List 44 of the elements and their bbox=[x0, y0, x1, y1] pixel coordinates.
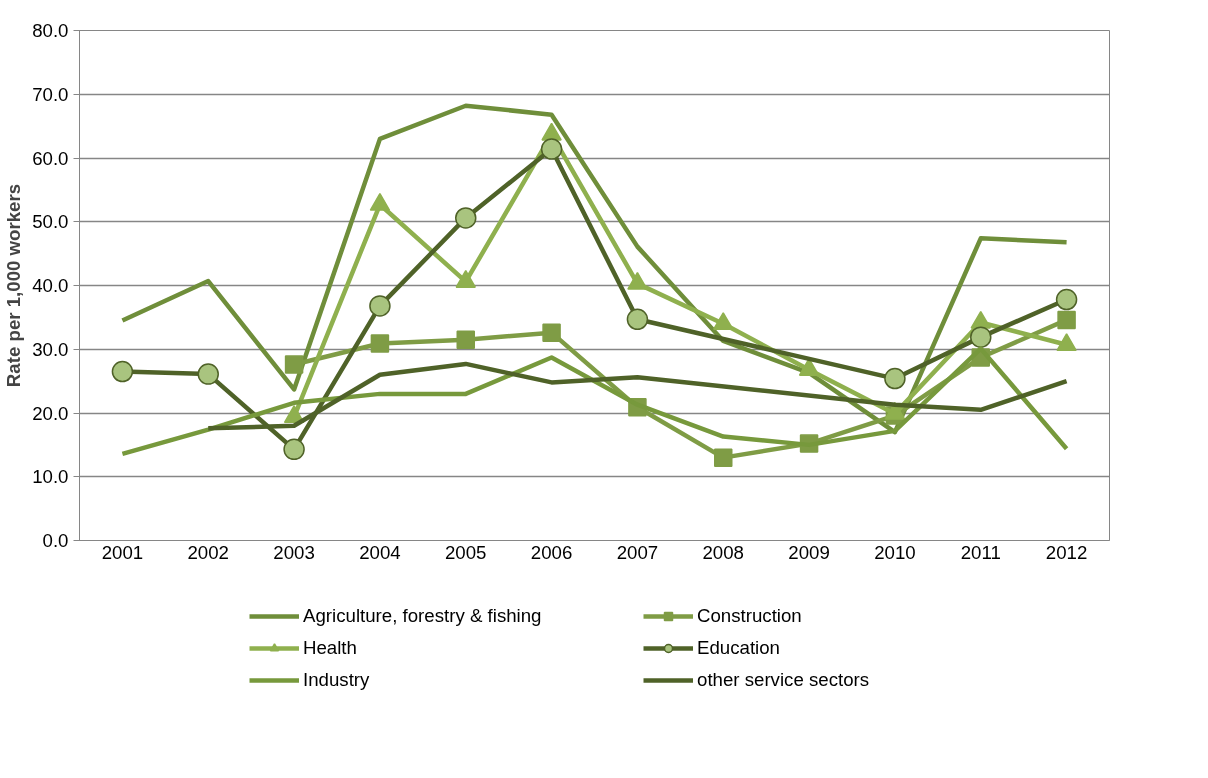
point bbox=[970, 326, 992, 348]
y-tick-label: 70.0 bbox=[32, 83, 69, 105]
point bbox=[540, 138, 563, 160]
point bbox=[111, 360, 134, 383]
legend-label: Health bbox=[303, 637, 358, 659]
point bbox=[884, 367, 906, 390]
y-tick-label: 20.0 bbox=[32, 402, 69, 424]
x-tick-label: 2012 bbox=[1045, 541, 1088, 563]
x-tick-label: 2008 bbox=[702, 541, 745, 563]
x-tick-label: 2006 bbox=[530, 541, 573, 563]
point bbox=[1057, 310, 1076, 330]
point bbox=[284, 355, 304, 374]
point bbox=[542, 323, 561, 342]
point bbox=[455, 207, 477, 229]
legend-label: Agriculture, forestry & fishing bbox=[303, 605, 543, 627]
legend-label: Education bbox=[697, 637, 781, 659]
y-tick-label: 10.0 bbox=[32, 466, 69, 488]
y-tick-label: 0.0 bbox=[42, 530, 69, 551]
x-tick-label: 2003 bbox=[273, 541, 315, 563]
point bbox=[456, 330, 475, 349]
y-tick-label: 40.0 bbox=[32, 275, 69, 296]
x-tick-label: 2007 bbox=[616, 541, 659, 563]
y-tick-label: 50.0 bbox=[32, 211, 69, 233]
point bbox=[283, 438, 305, 461]
y-tick-label: 30.0 bbox=[32, 338, 69, 360]
x-tick-label: 2011 bbox=[960, 541, 1001, 563]
x-tick-label: 2002 bbox=[187, 541, 230, 563]
y-tick-label: 60.0 bbox=[32, 147, 69, 169]
legend-label: other service sectors bbox=[697, 669, 871, 691]
y-axis-title: Rate per 1,000 workers bbox=[3, 183, 25, 388]
x-tick-label: 2001 bbox=[101, 541, 144, 563]
point bbox=[369, 295, 391, 317]
x-tick-label: 2009 bbox=[788, 541, 830, 563]
point bbox=[714, 448, 733, 467]
point bbox=[1055, 288, 1078, 311]
y-tick-label: 80.0 bbox=[32, 20, 69, 41]
x-tick-label: 2010 bbox=[874, 541, 916, 563]
point bbox=[370, 334, 390, 353]
point bbox=[197, 363, 219, 385]
legend-label: Construction bbox=[697, 605, 803, 627]
point bbox=[626, 308, 649, 331]
legend-label: Industry bbox=[303, 669, 371, 691]
x-tick-label: 2004 bbox=[359, 541, 401, 563]
x-tick-label: 2005 bbox=[445, 541, 487, 563]
